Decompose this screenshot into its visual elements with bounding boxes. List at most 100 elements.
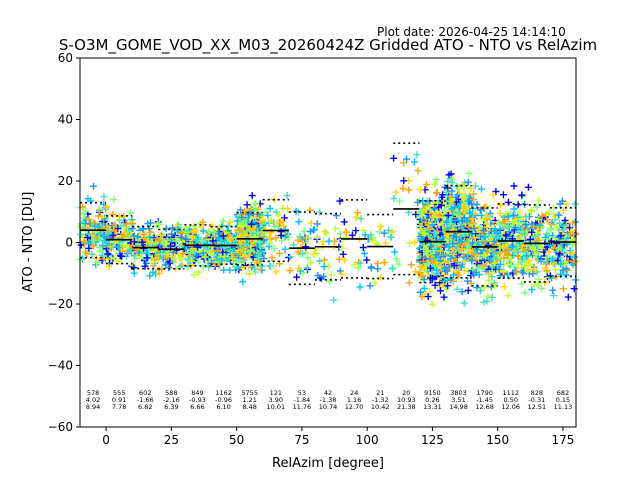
data-point xyxy=(433,259,441,267)
data-point xyxy=(300,227,308,235)
data-point xyxy=(307,228,314,235)
data-point xyxy=(569,219,577,227)
data-point xyxy=(356,259,364,267)
data-point xyxy=(442,267,450,275)
data-point xyxy=(411,268,419,276)
data-point xyxy=(500,254,508,262)
data-point xyxy=(495,265,503,273)
data-point xyxy=(443,218,451,226)
data-point xyxy=(524,267,532,275)
data-point xyxy=(130,269,138,277)
data-point xyxy=(155,237,163,244)
y-tick-label: −20 xyxy=(48,297,73,311)
data-point xyxy=(247,247,255,255)
data-point xyxy=(516,208,524,216)
data-point xyxy=(127,209,135,217)
data-point xyxy=(91,222,99,230)
data-point xyxy=(470,250,478,258)
data-point xyxy=(189,233,197,241)
bin-std-label: 6.66 xyxy=(190,403,204,411)
data-point xyxy=(272,268,280,276)
data-point xyxy=(117,240,125,247)
data-point xyxy=(277,232,285,239)
data-point xyxy=(226,218,234,226)
data-point xyxy=(446,220,454,228)
data-point xyxy=(276,250,283,257)
data-point xyxy=(481,262,489,270)
data-point xyxy=(380,259,388,266)
data-point xyxy=(471,182,479,190)
data-point xyxy=(484,242,492,249)
data-point xyxy=(525,257,533,265)
data-point xyxy=(461,257,469,265)
data-point xyxy=(326,278,334,285)
data-point xyxy=(444,282,452,290)
data-point xyxy=(446,252,454,260)
data-point xyxy=(543,230,551,238)
data-point xyxy=(532,250,540,258)
data-point xyxy=(172,237,180,245)
data-point xyxy=(510,205,518,213)
data-point xyxy=(555,245,563,253)
data-point xyxy=(338,244,346,252)
data-point xyxy=(568,227,576,235)
bin-mean-label: -1.32 xyxy=(372,396,389,404)
data-point xyxy=(275,211,282,219)
data-point xyxy=(489,231,497,239)
data-point xyxy=(88,232,96,240)
chart-title: S-O3M_GOME_VOD_XX_M03_20260424Z Gridded … xyxy=(59,36,597,55)
data-point xyxy=(391,248,399,256)
data-point xyxy=(448,205,456,213)
data-point xyxy=(480,227,488,234)
x-tick-label: 25 xyxy=(164,433,179,447)
bin-mean-label: 0.91 xyxy=(112,396,126,404)
data-point xyxy=(177,233,185,241)
data-point xyxy=(390,195,398,202)
data-point xyxy=(475,271,483,279)
data-point xyxy=(534,279,542,287)
data-point xyxy=(331,224,339,232)
y-tick-label: −60 xyxy=(48,420,73,434)
data-point xyxy=(266,239,274,247)
bin-count-label: 24 xyxy=(350,389,358,397)
data-point xyxy=(251,233,259,241)
bin-count-label: 602 xyxy=(139,389,151,397)
data-point xyxy=(162,240,170,248)
data-point xyxy=(259,232,267,240)
data-point xyxy=(473,284,481,291)
data-point xyxy=(225,222,232,230)
data-point xyxy=(452,193,460,201)
data-point xyxy=(294,236,302,244)
data-point xyxy=(168,224,176,232)
data-point xyxy=(538,244,546,252)
data-point xyxy=(313,233,321,241)
data-point xyxy=(445,243,453,251)
x-axis-label: RelAzim [degree] xyxy=(272,456,384,471)
data-point xyxy=(266,205,274,212)
data-point xyxy=(432,251,440,259)
data-point xyxy=(269,262,277,270)
data-point xyxy=(496,244,504,252)
bin-std-label: 12.68 xyxy=(475,403,494,411)
data-point xyxy=(526,261,534,269)
data-point xyxy=(387,233,395,241)
data-point xyxy=(271,245,278,252)
data-point xyxy=(499,243,507,251)
data-point xyxy=(564,257,572,265)
data-point xyxy=(105,263,113,270)
data-point xyxy=(168,230,176,238)
data-point xyxy=(526,235,534,243)
data-point xyxy=(254,229,262,237)
x-tick-label: 100 xyxy=(356,433,379,447)
bin-mean-label: 3.90 xyxy=(269,396,283,404)
data-point xyxy=(556,200,564,208)
data-point xyxy=(502,231,510,239)
data-point xyxy=(110,196,118,203)
data-point xyxy=(439,213,447,221)
data-point xyxy=(286,267,294,274)
bin-count-label: 555 xyxy=(113,389,125,397)
data-point xyxy=(77,231,85,238)
bin-count-label: 849 xyxy=(191,389,203,397)
data-point xyxy=(450,277,457,285)
